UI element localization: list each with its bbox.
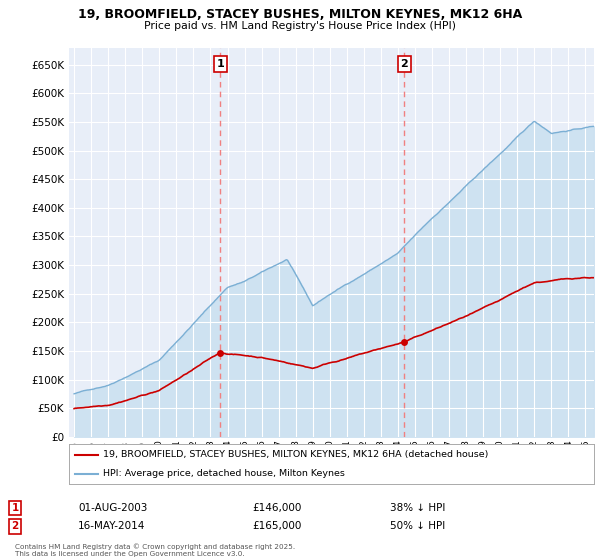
Text: 2: 2: [400, 59, 408, 69]
Text: HPI: Average price, detached house, Milton Keynes: HPI: Average price, detached house, Milt…: [103, 469, 345, 478]
Text: 19, BROOMFIELD, STACEY BUSHES, MILTON KEYNES, MK12 6HA: 19, BROOMFIELD, STACEY BUSHES, MILTON KE…: [78, 8, 522, 21]
Text: £146,000: £146,000: [252, 503, 301, 513]
Text: Contains HM Land Registry data © Crown copyright and database right 2025.
This d: Contains HM Land Registry data © Crown c…: [15, 544, 295, 557]
Text: 50% ↓ HPI: 50% ↓ HPI: [390, 521, 445, 531]
Text: £165,000: £165,000: [252, 521, 301, 531]
Text: 16-MAY-2014: 16-MAY-2014: [78, 521, 145, 531]
Text: 2: 2: [11, 521, 19, 531]
Text: 01-AUG-2003: 01-AUG-2003: [78, 503, 148, 513]
Text: 38% ↓ HPI: 38% ↓ HPI: [390, 503, 445, 513]
Text: Price paid vs. HM Land Registry's House Price Index (HPI): Price paid vs. HM Land Registry's House …: [144, 21, 456, 31]
Text: 19, BROOMFIELD, STACEY BUSHES, MILTON KEYNES, MK12 6HA (detached house): 19, BROOMFIELD, STACEY BUSHES, MILTON KE…: [103, 450, 488, 459]
Text: 1: 1: [11, 503, 19, 513]
Text: 1: 1: [217, 59, 224, 69]
